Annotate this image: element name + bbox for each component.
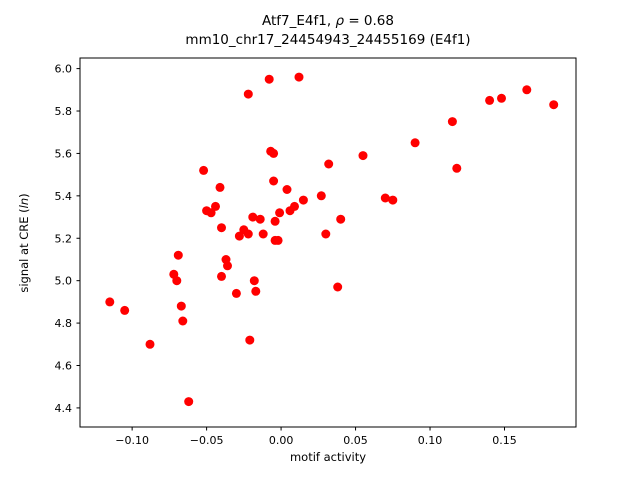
data-point — [273, 235, 283, 245]
data-point — [324, 159, 334, 169]
data-point — [549, 100, 559, 110]
y-tick-label: 4.6 — [55, 360, 73, 373]
data-point — [258, 229, 268, 239]
data-point — [223, 261, 232, 271]
data-point — [452, 163, 462, 173]
y-axis-label: signal at CRE (ln) — [17, 193, 31, 292]
data-point — [206, 208, 216, 218]
data-point — [217, 223, 226, 233]
x-tick-label: −0.05 — [190, 434, 224, 447]
data-point — [178, 316, 188, 326]
y-tick-label: 5.2 — [55, 232, 73, 245]
y-axis-ticks: 4.4 4.6 4.8 5.0 5.2 5.4 5.6 5.8 6.0 — [55, 63, 80, 415]
data-point — [497, 93, 506, 103]
data-point — [243, 229, 253, 239]
data-point — [245, 335, 255, 345]
data-point — [234, 231, 244, 241]
x-tick-label: 0.10 — [418, 434, 443, 447]
data-point — [316, 191, 326, 201]
plot-subtitle: mm10_chr17_24454943_24455169 (E4f1) — [185, 32, 470, 48]
data-point — [199, 165, 209, 175]
plot-title: Atf7_E4f1, ρ = 0.68 — [262, 13, 394, 29]
data-point — [264, 74, 274, 84]
data-point — [522, 85, 532, 95]
data-point — [249, 276, 259, 286]
data-point — [388, 195, 398, 205]
data-point — [275, 208, 285, 218]
y-tick-label: 6.0 — [55, 63, 73, 76]
data-point — [380, 193, 390, 203]
data-point — [243, 89, 253, 99]
data-point — [333, 282, 343, 292]
data-point — [176, 301, 186, 311]
x-tick-label: 0.15 — [492, 434, 517, 447]
data-point — [211, 201, 220, 211]
data-point — [172, 276, 182, 286]
y-tick-label: 5.0 — [55, 275, 73, 288]
data-point — [145, 339, 155, 349]
data-point — [120, 305, 130, 315]
data-point — [290, 201, 299, 211]
data-point — [184, 397, 194, 407]
data-point — [294, 72, 304, 82]
data-point — [251, 286, 261, 296]
x-axis-label: motif activity — [290, 450, 366, 464]
data-point — [358, 151, 368, 161]
data-point — [231, 288, 241, 298]
data-point — [173, 250, 183, 260]
data-point — [217, 271, 226, 281]
x-tick-label: −0.10 — [115, 434, 149, 447]
data-point — [298, 195, 308, 205]
data-point — [336, 214, 346, 224]
data-point — [269, 148, 279, 158]
y-tick-label: 4.8 — [55, 317, 73, 330]
data-point — [410, 138, 420, 148]
data-point — [485, 95, 495, 105]
x-tick-label: 0.05 — [343, 434, 368, 447]
x-tick-label: 0.00 — [269, 434, 294, 447]
data-point — [270, 216, 280, 226]
data-point — [269, 176, 279, 186]
data-point — [248, 212, 258, 222]
data-point — [447, 117, 457, 127]
data-point — [321, 229, 331, 239]
y-tick-label: 5.4 — [55, 190, 73, 203]
y-tick-label: 5.8 — [55, 105, 73, 118]
y-tick-label: 4.4 — [55, 402, 73, 415]
data-point — [105, 297, 115, 307]
data-points-group — [105, 72, 559, 407]
data-point — [215, 182, 225, 192]
y-tick-label: 5.6 — [55, 147, 73, 160]
x-axis-ticks: −0.10 −0.05 0.00 0.05 0.10 0.15 — [115, 427, 517, 447]
data-point — [255, 214, 265, 224]
plot-area-frame — [79, 57, 577, 428]
data-point — [282, 185, 292, 194]
